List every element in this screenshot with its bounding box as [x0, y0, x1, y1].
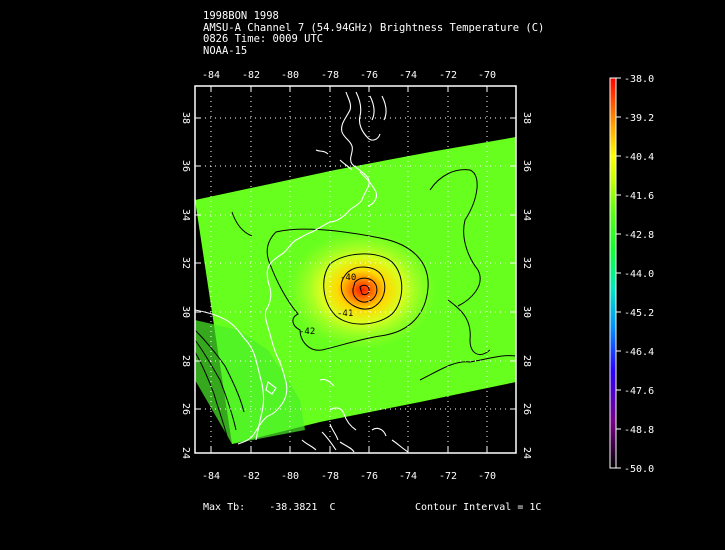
lat-tick-label: 38 [180, 112, 191, 124]
lat-tick-label: 38 [521, 112, 532, 124]
lat-tick-label: 28 [180, 355, 191, 367]
colorbar-label: -50.0 [624, 464, 654, 475]
contour-swath-west-d [231, 211, 253, 237]
lat-tick-label: 24 [521, 447, 532, 459]
max-tb-label: Max Tb: [203, 502, 246, 513]
max-tb-unit: C [329, 502, 336, 513]
lat-tick-label: 26 [180, 403, 191, 415]
plot-frame [194, 85, 517, 454]
lat-tick-label: 36 [180, 160, 191, 172]
colorbar-label: -48.8 [624, 425, 654, 436]
lat-tick-label: 30 [521, 306, 532, 318]
lat-labels-right: 24 26 28 30 32 34 36 38 [521, 112, 532, 459]
contour-41 [323, 253, 403, 325]
contour-40 [340, 266, 386, 310]
lat-tick-label: 36 [521, 160, 532, 172]
coastline-cuba [301, 431, 337, 451]
lon-tick-label: -82 [242, 471, 260, 482]
max-tb-readout: Max Tb: -38.3821 C [203, 502, 336, 513]
lat-tick-label: 28 [521, 355, 532, 367]
lat-tick-label: 24 [180, 447, 191, 459]
lon-tick-label: -84 [202, 471, 220, 482]
lake-okeechobee [265, 381, 277, 395]
product-description: AMSU-A Channel 7 (54.94GHz) Brightness T… [203, 21, 545, 34]
contour-east-b [419, 355, 517, 381]
lon-tick-label: -82 [242, 70, 260, 81]
pamlico-sound [359, 171, 378, 207]
coastline-east-us [237, 91, 370, 445]
coastline-florida-west [195, 309, 265, 441]
lon-tick-label: -74 [399, 471, 417, 482]
lon-labels-top: -84 -82 -80 -78 -76 -74 -72 -70 [202, 70, 496, 81]
lon-tick-label: -80 [281, 471, 299, 482]
swath-layer [195, 137, 516, 444]
contour-east-c [447, 299, 491, 355]
colorbar-label: -41.6 [624, 191, 654, 202]
lon-tick-label: -72 [439, 70, 457, 81]
colorbar-label: -42.8 [624, 230, 654, 241]
lon-tick-label: -70 [478, 471, 496, 482]
max-tb-value: -38.3821 [269, 502, 318, 513]
colorbar-ramp [609, 77, 617, 469]
lon-tick-label: -76 [360, 70, 378, 81]
colorbar-label: -45.2 [624, 308, 654, 319]
contour-swath-west-a [194, 329, 245, 413]
lat-tick-label: 32 [521, 257, 532, 269]
storm-name-year: 1998BON 1998 [203, 10, 279, 22]
contour-39 [352, 277, 378, 303]
lon-tick-label: -78 [321, 70, 339, 81]
chesapeake-bay [355, 91, 387, 141]
lon-tick-label: -78 [321, 471, 339, 482]
colorbar-label: -46.4 [624, 347, 654, 358]
lon-tick-label: -74 [399, 70, 417, 81]
date-time: 0826 Time: 0009 UTC [203, 33, 324, 45]
coastline-layer [195, 91, 409, 453]
contour-swath-west-c [194, 351, 229, 441]
coastline-northeast-islands [315, 149, 353, 171]
contour-east-a [429, 169, 481, 307]
contour-label-41: -41 [337, 309, 353, 319]
lat-labels-left: 24 26 28 30 32 34 36 38 [180, 112, 191, 459]
swath-cool-edge [195, 320, 305, 444]
warm-core [272, 220, 452, 360]
colorbar: -38.0 -39.2 -40.4 -41.6 -42.8 -44.0 -45.… [609, 74, 654, 475]
lon-tick-label: -70 [478, 70, 496, 81]
lon-tick-label: -84 [202, 70, 220, 81]
title-block: 1998BON 1998 AMSU-A Channel 7 (54.94GHz)… [203, 10, 545, 57]
colorbar-label: -44.0 [624, 269, 654, 280]
contour-swath-west-b [194, 339, 237, 431]
lon-tick-label: -72 [439, 471, 457, 482]
coastline-bahamas [319, 378, 409, 453]
contour-interval: Contour Interval = 1C [415, 502, 542, 513]
lon-tick-label: -80 [281, 70, 299, 81]
colorbar-label: -40.4 [624, 152, 654, 163]
contour-42 [266, 228, 429, 351]
lon-tick-label: -76 [360, 471, 378, 482]
lon-labels-bottom: -84 -82 -80 -78 -76 -74 -72 -70 [202, 471, 496, 482]
lat-tick-label: 32 [180, 257, 191, 269]
colorbar-label: -39.2 [624, 113, 654, 124]
lat-tick-label: 26 [521, 403, 532, 415]
contour-label-40: -40 [340, 273, 356, 283]
colorbar-label: -38.0 [624, 74, 654, 85]
contour-label-layer: -40 -41 -42 [299, 273, 356, 337]
contour-lines [194, 169, 517, 441]
colorbar-label: -47.6 [624, 386, 654, 397]
contour-38 [359, 284, 370, 296]
lat-tick-label: 34 [521, 209, 532, 221]
tick-marks [195, 86, 516, 453]
lat-tick-label: 30 [180, 306, 191, 318]
contour-label-42: -42 [299, 327, 315, 337]
lat-tick-label: 34 [180, 209, 191, 221]
satellite-name: NOAA-15 [203, 44, 248, 57]
